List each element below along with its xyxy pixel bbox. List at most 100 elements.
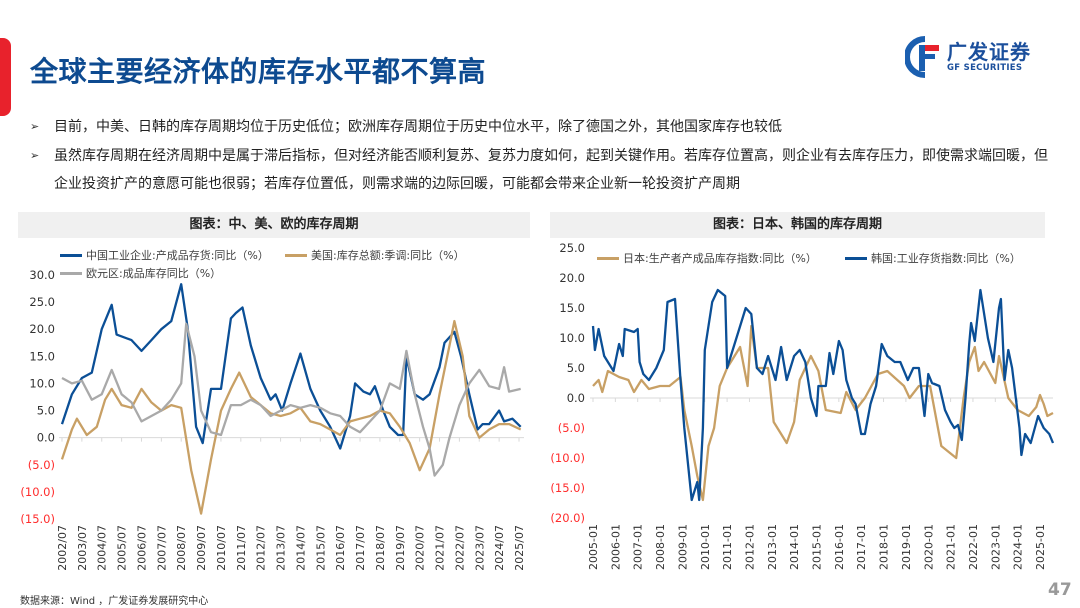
y-tick-label: 25.0	[559, 241, 585, 255]
x-tick-label: 2002/07	[56, 525, 69, 571]
y-tick-label: 5.0	[567, 361, 585, 375]
y-tick-label: 0.0	[37, 431, 55, 445]
legend-label: 欧元区:成品库存同比（%）	[86, 267, 222, 280]
x-tick-label: 2006-01	[609, 524, 622, 570]
x-tick-label: 2020/07	[414, 525, 427, 571]
x-tick-label: 2011/07	[235, 525, 248, 571]
page-title: 全球主要经济体的库存水平都不算高	[30, 55, 487, 88]
y-tick-label: 25.0	[29, 295, 55, 309]
y-tick-label: (20.0)	[550, 511, 585, 525]
x-tick-label: 2011-01	[721, 524, 734, 570]
legend-swatch	[60, 253, 82, 257]
chart-title-left: 图表：中、美、欧的库存周期	[18, 212, 530, 238]
x-tick-label: 2013/07	[275, 525, 288, 571]
legend-swatch	[597, 256, 619, 260]
x-tick-label: 2008/07	[175, 525, 188, 571]
series-line	[60, 283, 522, 450]
x-tick-label: 2023/07	[473, 525, 486, 571]
legend-item: 美国:库存总额:季调:同比（%）	[285, 247, 465, 263]
chart-title-right: 图表：日本、韩国的库存周期	[550, 212, 1045, 238]
legend-label: 日本:生产者产成品库存指数:同比（%）	[623, 252, 817, 265]
x-tick-label: 2025-01	[1034, 524, 1047, 570]
x-tick-label: 2010-01	[699, 524, 712, 570]
x-tick-label: 2022/07	[453, 525, 466, 571]
y-tick-label: (15.0)	[20, 512, 55, 526]
x-tick-label: 2004/07	[96, 525, 109, 571]
legend-swatch	[60, 271, 82, 275]
y-tick-label: (10.0)	[550, 451, 585, 465]
logo-text-en: GF SECURITIES	[947, 63, 1023, 73]
x-tick-label: 2017/07	[354, 525, 367, 571]
series-line	[592, 324, 1054, 502]
accent-bar	[0, 38, 11, 116]
y-tick-label: 10.0	[29, 376, 55, 390]
x-tick-label: 2019-01	[900, 524, 913, 570]
x-tick-label: 2014-01	[788, 524, 801, 570]
x-tick-label: 2025/07	[513, 525, 526, 571]
x-tick-label: 2008-01	[654, 524, 667, 570]
x-tick-label: 2017-01	[855, 524, 868, 570]
legend-label: 中国工业企业:产成品存货:同比（%）	[86, 249, 269, 262]
legend-item: 日本:生产者产成品库存指数:同比（%）	[597, 250, 817, 266]
y-tick-label: 0.0	[567, 391, 585, 405]
series-line	[60, 319, 522, 515]
x-tick-label: 2006/07	[135, 525, 148, 571]
y-tick-label: (15.0)	[550, 481, 585, 495]
x-tick-label: 2024-01	[1012, 524, 1025, 570]
x-tick-label: 2010/07	[215, 525, 228, 571]
x-tick-label: 2003/07	[76, 525, 89, 571]
y-tick-label: 20.0	[559, 271, 585, 285]
gf-logo-icon	[904, 36, 939, 78]
x-tick-label: 2021/07	[434, 525, 447, 571]
x-tick-label: 2009/07	[195, 525, 208, 571]
x-tick-label: 2015-01	[811, 524, 824, 570]
x-tick-label: 2012-01	[743, 524, 756, 570]
bullet-text: 虽然库存周期在经济周期中是属于滞后指标，但对经济能否顺利复苏、复苏力度如何，起到…	[54, 148, 1048, 192]
x-tick-label: 2018/07	[374, 525, 387, 571]
page-number: 47	[1048, 580, 1072, 600]
bullet-2: ➢ 虽然库存周期在经济周期中是属于滞后指标，但对经济能否顺利复苏、复苏力度如何，…	[30, 142, 1060, 198]
x-tick-label: 2016/07	[334, 525, 347, 571]
x-tick-label: 2005/07	[116, 525, 129, 571]
x-tick-label: 2013-01	[766, 524, 779, 570]
x-tick-label: 2007/07	[155, 525, 168, 571]
y-tick-label: 15.0	[559, 301, 585, 315]
legend-label: 韩国:工业存货指数:同比（%）	[871, 252, 1021, 265]
bullet-arrow-icon: ➢	[30, 120, 40, 133]
legend-item: 欧元区:成品库存同比（%）	[60, 265, 221, 281]
company-logo: 广发证券 GF SECURITIES	[904, 36, 1045, 78]
x-tick-label: 2005-01	[587, 524, 600, 570]
source-note: 数据来源：Wind ，广发证券发展研究中心	[20, 596, 209, 607]
x-tick-label: 2019/07	[394, 525, 407, 571]
y-tick-label: 15.0	[29, 349, 55, 363]
legend-item: 韩国:工业存货指数:同比（%）	[845, 250, 1021, 266]
series-line	[591, 288, 1055, 502]
x-tick-label: 2018-01	[878, 524, 891, 570]
bullet-arrow-icon: ➢	[30, 149, 40, 162]
x-tick-label: 2014/07	[294, 525, 307, 571]
y-tick-label: (5.0)	[28, 458, 55, 472]
y-tick-label: 10.0	[559, 331, 585, 345]
legend-swatch	[285, 253, 307, 257]
y-tick-label: (10.0)	[20, 485, 55, 499]
series-line	[61, 322, 521, 477]
y-tick-label: (5.0)	[558, 421, 585, 435]
x-tick-label: 2024/07	[493, 525, 506, 571]
x-tick-label: 2007-01	[632, 524, 645, 570]
x-tick-label: 2015/07	[314, 525, 327, 571]
x-tick-label: 2016-01	[833, 524, 846, 570]
x-tick-label: 2022-01	[967, 524, 980, 570]
y-tick-label: 5.0	[37, 404, 55, 418]
x-tick-label: 2012/07	[255, 525, 268, 571]
logo-text-cn: 广发证券	[947, 40, 1031, 64]
y-tick-label: 20.0	[29, 322, 55, 336]
x-tick-label: 2009-01	[676, 524, 689, 570]
bullet-text: 目前，中美、日韩的库存周期均位于历史低位；欧洲库存周期位于历史中位水平，除了德国…	[54, 119, 782, 135]
legend-swatch	[845, 256, 867, 260]
x-tick-label: 2020-01	[922, 524, 935, 570]
legend-label: 美国:库存总额:季调:同比（%）	[311, 249, 465, 262]
bullet-1: ➢ 目前，中美、日韩的库存周期均位于历史低位；欧洲库存周期位于历史中位水平，除了…	[30, 113, 1060, 141]
x-tick-label: 2023-01	[989, 524, 1002, 570]
